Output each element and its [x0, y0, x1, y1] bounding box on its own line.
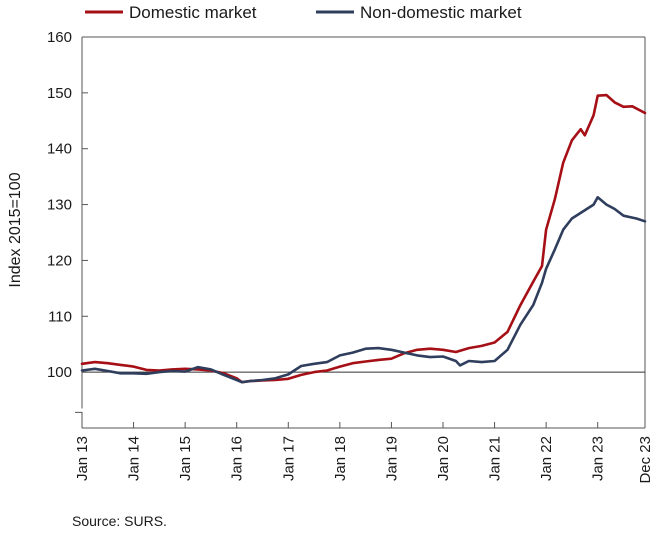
legend: Domestic market Non-domestic market	[85, 3, 522, 22]
y-tick-label: 110	[48, 308, 72, 325]
legend-label: Non-domestic market	[360, 3, 522, 22]
y-tick-label: 100	[47, 364, 72, 381]
series-line-non-domestic-market	[80, 196, 647, 384]
x-tick-label: Jan 23	[590, 436, 607, 481]
legend-label: Domestic market	[129, 3, 257, 22]
x-tick-label: Jan 17	[280, 436, 297, 481]
x-tick-label: Jan 18	[332, 436, 349, 481]
x-tick-label: Dec 23	[637, 436, 654, 484]
x-tick-label: Jan 14	[126, 436, 143, 481]
x-tick-label: Jan 21	[487, 436, 504, 481]
x-tick-label: Jan 19	[383, 436, 400, 481]
y-tick-label: 130	[47, 197, 72, 214]
y-tick-label: 140	[47, 141, 72, 158]
x-tick-label: Jan 13	[74, 436, 91, 481]
x-tick-label: Jan 22	[538, 436, 555, 481]
y-tick-label: 120	[47, 252, 72, 269]
x-tick-label: Jan 20	[435, 436, 452, 481]
x-axis: Jan 13 Jan 14 Jan 15 Jan 16 Jan 17 Jan 18 Jan …	[74, 422, 654, 484]
source-note: Source: SURS.	[72, 513, 167, 529]
y-axis-title: Index 2015=100	[7, 172, 24, 287]
y-tick-label: 150	[47, 85, 72, 102]
y-tick-label: 160	[47, 29, 72, 46]
x-tick-label: Jan 15	[177, 436, 194, 481]
x-tick-label: Jan 16	[229, 436, 246, 481]
plot-area	[75, 36, 647, 429]
axis-break-mark	[75, 411, 83, 426]
y-axis: 100 110 120 130 140 150 160	[47, 29, 88, 381]
